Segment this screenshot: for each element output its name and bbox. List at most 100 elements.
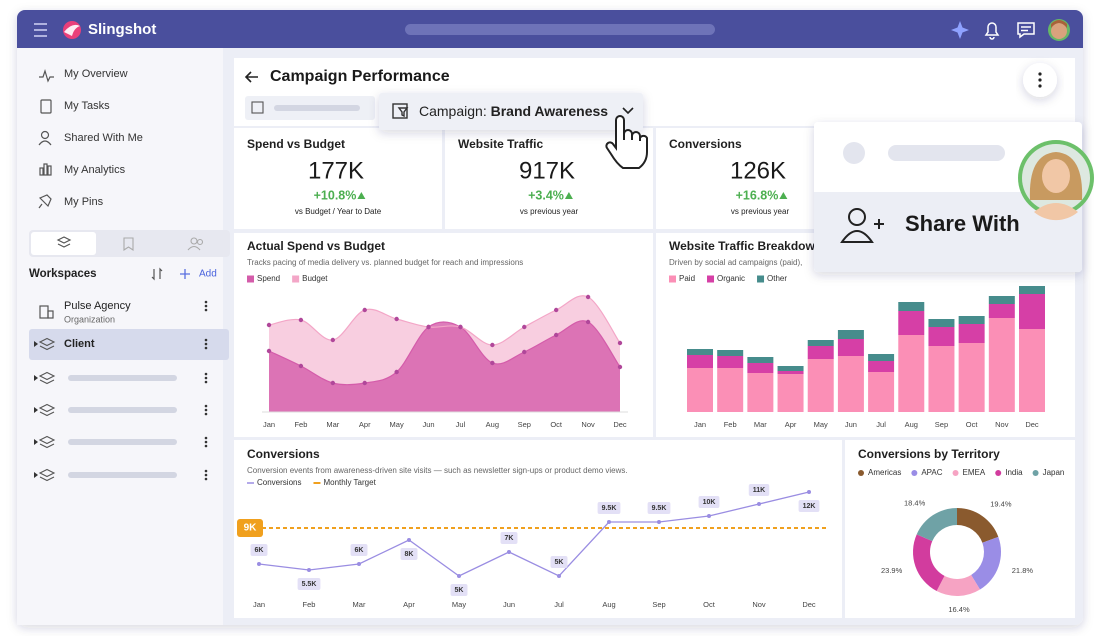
bar-segment xyxy=(747,357,774,363)
point xyxy=(394,369,399,375)
x-tick-label: Feb xyxy=(294,420,307,429)
donut-slice xyxy=(913,534,945,592)
data-label: 16.4% xyxy=(948,605,970,614)
nav-item[interactable]: My Overview xyxy=(64,68,128,80)
filter-text[interactable]: Campaign: Brand Awareness xyxy=(419,103,608,119)
kpi-title: Conversions xyxy=(669,137,742,151)
point xyxy=(458,324,463,330)
filter-icon xyxy=(251,101,264,114)
bar-segment xyxy=(1019,294,1045,329)
logo xyxy=(63,21,81,39)
legend-swatch xyxy=(669,275,676,283)
workspace-selected[interactable] xyxy=(29,329,229,360)
workspace-name[interactable]: Pulse Agency xyxy=(64,300,131,312)
expand-arrow[interactable] xyxy=(34,375,38,381)
tab-workspaces[interactable] xyxy=(31,232,96,255)
ai-button[interactable] xyxy=(951,21,969,39)
workspace-name[interactable]: Client xyxy=(64,338,95,350)
data-label: 9.5K xyxy=(652,505,667,512)
layers-icon xyxy=(38,468,56,482)
nav-item[interactable]: My Analytics xyxy=(64,164,126,176)
messages-button[interactable] xyxy=(1017,22,1035,39)
bar-segment xyxy=(777,371,804,374)
share-label[interactable]: Share With xyxy=(905,211,1020,236)
expand-arrow[interactable] xyxy=(34,439,38,445)
nav-item[interactable]: Shared With Me xyxy=(64,132,143,144)
tab-people[interactable] xyxy=(187,237,204,251)
line xyxy=(268,295,621,346)
bar-segment xyxy=(717,368,744,412)
layers-icon xyxy=(38,371,56,385)
kebab-dot xyxy=(204,473,208,477)
point xyxy=(553,307,559,313)
search-bar[interactable] xyxy=(405,24,715,35)
point xyxy=(490,342,495,348)
x-tick-label: Apr xyxy=(785,420,797,429)
share-option[interactable] xyxy=(814,192,1082,272)
x-tick-label: Aug xyxy=(905,420,918,429)
up-arrow xyxy=(564,192,573,199)
user-avatar[interactable] xyxy=(1048,19,1070,41)
legend-label: Paid xyxy=(679,274,695,283)
app-name: Slingshot xyxy=(88,21,156,38)
bar-segment xyxy=(868,372,895,412)
data-label-bg xyxy=(748,484,770,496)
dropdown-chevron[interactable] xyxy=(622,107,634,115)
legend-label: Spend xyxy=(257,274,280,283)
x-tick-label: Jan xyxy=(263,420,275,429)
x-tick-label: Jan xyxy=(253,600,265,609)
sort-button[interactable] xyxy=(151,267,163,281)
back-button[interactable] xyxy=(244,71,258,83)
kebab-dot xyxy=(204,304,208,308)
layers-icon xyxy=(38,435,56,449)
kebab-dot xyxy=(204,300,208,304)
bar-segment xyxy=(717,350,744,356)
point xyxy=(330,337,336,343)
expand-arrow[interactable] xyxy=(34,341,38,347)
x-tick-label: May xyxy=(814,420,828,429)
analytics-icon xyxy=(39,163,52,176)
donut-slice xyxy=(971,536,1001,590)
expand-arrow[interactable] xyxy=(34,472,38,478)
chart-title: Conversions xyxy=(247,447,320,461)
expand-arrow[interactable] xyxy=(34,407,38,413)
kebab-dot xyxy=(204,308,208,312)
layers-icon xyxy=(56,236,72,248)
legend-swatch xyxy=(858,470,864,476)
data-label-bg xyxy=(798,500,820,512)
workspaces-title: Workspaces xyxy=(29,268,97,280)
point xyxy=(657,520,661,524)
legend-swatch xyxy=(995,470,1002,476)
kebab-dot xyxy=(204,412,208,416)
nav-item[interactable]: My Tasks xyxy=(64,100,110,112)
notifications-button[interactable] xyxy=(984,22,1000,40)
point xyxy=(307,568,311,572)
donut-slice xyxy=(957,508,999,543)
filter-label: Campaign: xyxy=(419,103,487,119)
point xyxy=(394,316,399,322)
nav-item[interactable]: My Pins xyxy=(64,196,104,208)
add-button[interactable]: Add xyxy=(199,269,217,280)
donut-slice xyxy=(916,508,957,542)
kpi-title: Website Traffic xyxy=(458,137,543,151)
x-tick-label: Mar xyxy=(326,420,339,429)
tab-bookmarks[interactable] xyxy=(123,237,134,252)
placeholder-avatar xyxy=(843,142,865,164)
legend-label: Conversions xyxy=(257,478,301,487)
x-tick-label: May xyxy=(390,420,404,429)
bar-segment xyxy=(898,311,925,335)
menu-button[interactable] xyxy=(34,23,47,37)
kebab-dot xyxy=(204,338,208,342)
filter-value: Brand Awareness xyxy=(491,103,609,119)
add-icon[interactable] xyxy=(180,269,190,279)
x-tick-label: Mar xyxy=(353,600,366,609)
line xyxy=(268,320,621,386)
kpi-card xyxy=(234,128,442,229)
chart-subtitle: Driven by social ad campaigns (paid), xyxy=(669,258,802,267)
point xyxy=(362,380,367,386)
kebab-dot xyxy=(204,408,208,412)
target-badge xyxy=(237,519,263,537)
campaign-filter[interactable] xyxy=(379,93,643,130)
shared-icon xyxy=(38,130,52,146)
x-tick-label: Mar xyxy=(754,420,767,429)
